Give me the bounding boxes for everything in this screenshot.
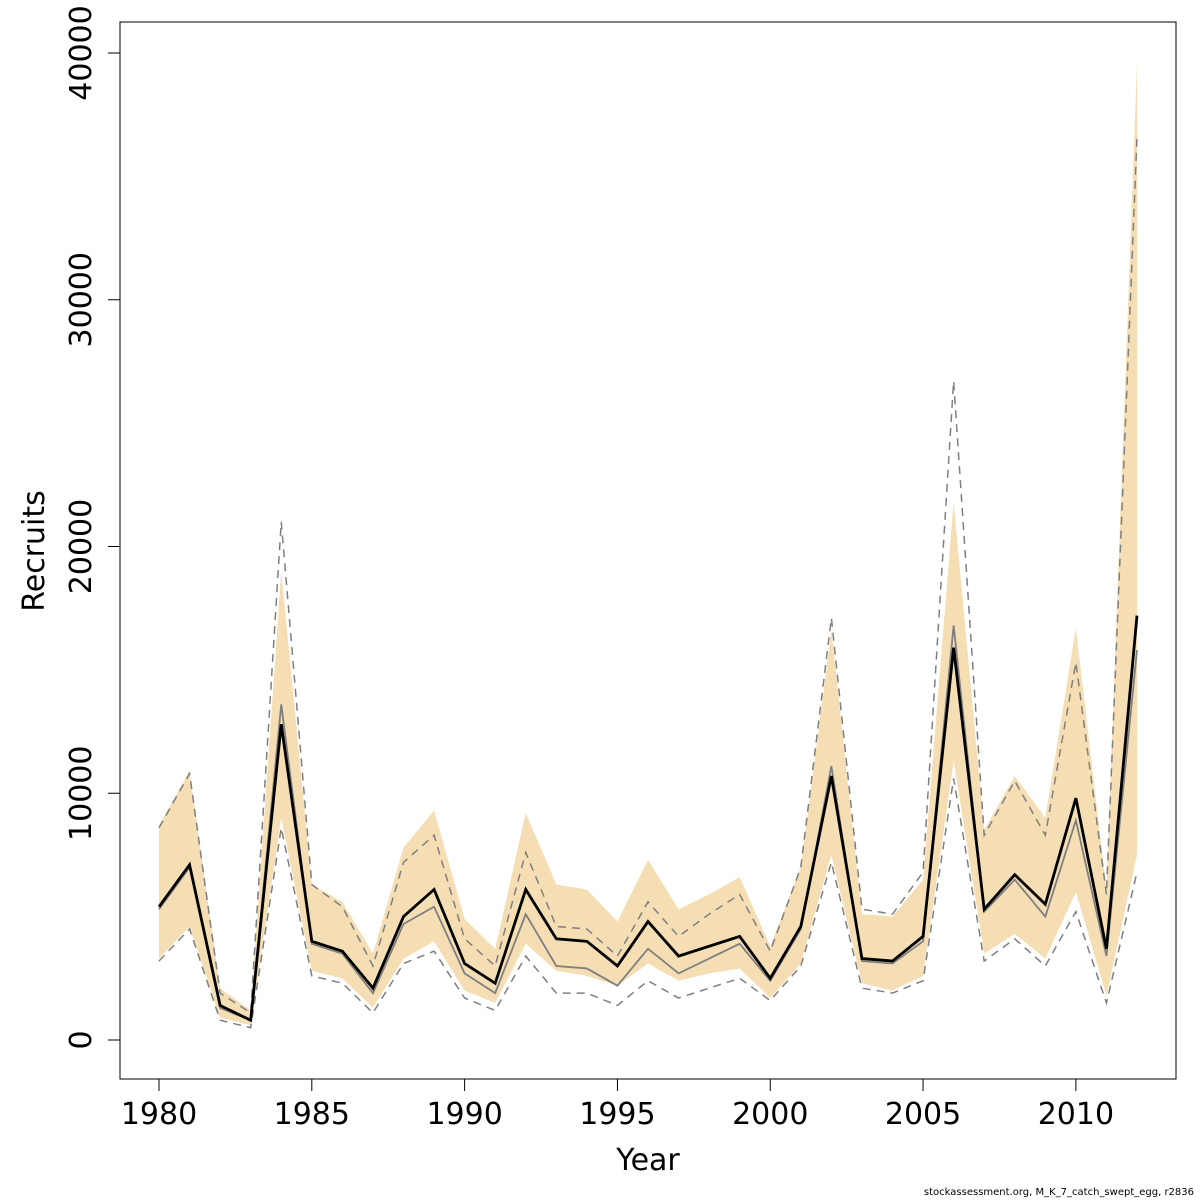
y-tick-label: 0 bbox=[64, 1030, 99, 1049]
main-estimate-line bbox=[157, 615, 1139, 1023]
y-tick-label: 10000 bbox=[64, 746, 99, 841]
x-tick-label: 1980 bbox=[121, 1097, 197, 1132]
y-axis: 0 10000 20000 30000 40000 bbox=[64, 5, 121, 1050]
confidence-band bbox=[159, 62, 1137, 1026]
y-tick-label: 20000 bbox=[64, 499, 99, 594]
x-tick-label: 2000 bbox=[732, 1097, 808, 1132]
y-tick-label: 40000 bbox=[64, 5, 99, 100]
confidence-band-layer bbox=[159, 62, 1137, 1026]
x-axis-title: Year bbox=[615, 1143, 680, 1178]
x-axis: 1980 1985 1990 1995 2000 2005 2010 bbox=[121, 1078, 1114, 1132]
y-tick-label: 30000 bbox=[64, 252, 99, 347]
series-lines-layer bbox=[157, 136, 1139, 1029]
lower-dashed-line bbox=[158, 778, 1138, 1029]
x-tick-label: 2005 bbox=[885, 1097, 961, 1132]
y-axis-title: Recruits bbox=[17, 490, 52, 612]
x-tick-label: 1990 bbox=[426, 1097, 502, 1132]
x-tick-label: 2010 bbox=[1038, 1097, 1114, 1132]
x-tick-label: 1985 bbox=[274, 1097, 350, 1132]
x-tick-label: 1995 bbox=[579, 1097, 655, 1132]
upper-dashed-line bbox=[158, 136, 1138, 1015]
footer-credit: stockassessment.org, M_K_7_catch_swept_e… bbox=[923, 1187, 1194, 1198]
